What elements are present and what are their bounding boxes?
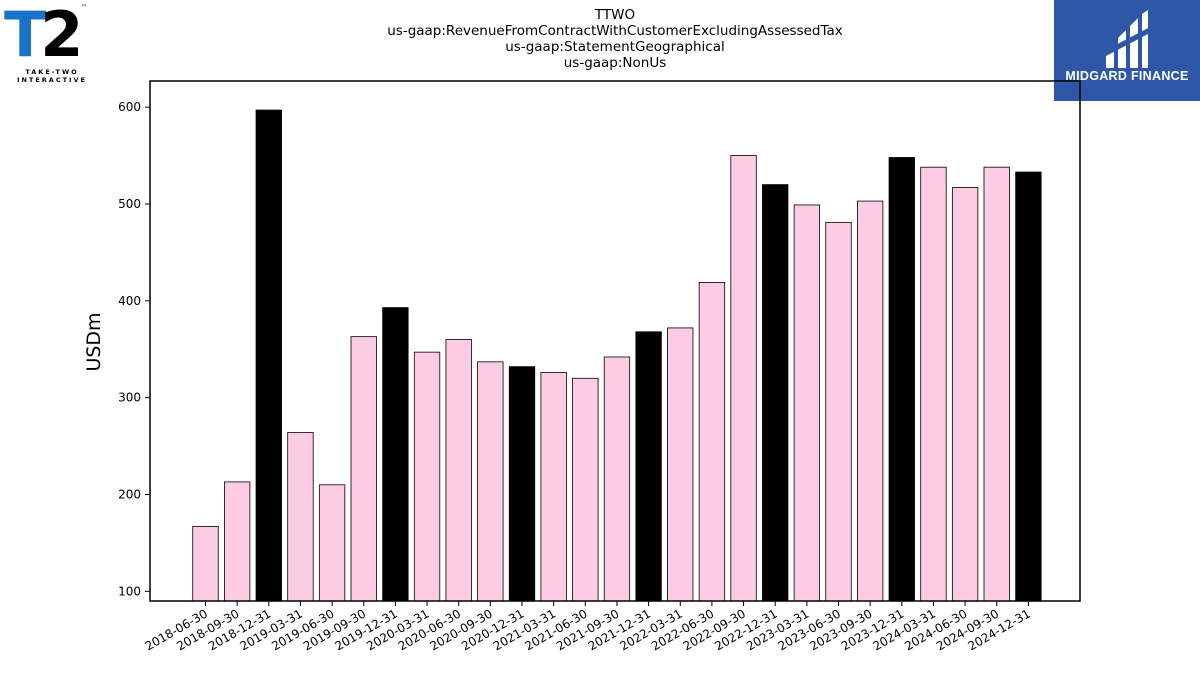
bar-2018-06-30 bbox=[192, 526, 219, 602]
bar-2021-12-31 bbox=[635, 331, 662, 602]
y-tick-label: 600 bbox=[118, 100, 141, 114]
bar-2024-12-31 bbox=[1015, 171, 1042, 602]
take-two-logo-text: TAKE-TWO INTERACTIVE bbox=[17, 68, 87, 84]
t2-logo-mark: T2 bbox=[4, 0, 83, 71]
y-ticks-group: 100 200 300 400 500 600 bbox=[118, 100, 150, 598]
plot-frame bbox=[149, 80, 1081, 602]
y-tick-label: 500 bbox=[118, 197, 141, 211]
bar-2024-03-31 bbox=[920, 166, 947, 602]
bar-2020-06-30 bbox=[445, 339, 472, 602]
chart-title: TTWO us-gaap:RevenueFromContractWithCust… bbox=[0, 7, 1200, 71]
y-tick-label: 100 bbox=[118, 584, 141, 598]
y-tick-label: 300 bbox=[118, 391, 141, 405]
bar-2024-06-30 bbox=[951, 187, 979, 602]
bar-2022-09-30 bbox=[730, 155, 757, 602]
bar-2021-06-30 bbox=[572, 377, 599, 602]
midgard-mark-icon bbox=[1106, 10, 1148, 68]
y-tick-label: 400 bbox=[118, 294, 141, 308]
x-ticks-group: 2018-06-302018-09-302018-12-312019-03-31… bbox=[143, 601, 1033, 653]
y-tick-label: 200 bbox=[118, 487, 141, 501]
bar-2019-12-31 bbox=[382, 307, 409, 602]
title-line-member: us-gaap:NonUs bbox=[563, 55, 667, 71]
bar-2019-03-31 bbox=[287, 432, 314, 602]
take-two-logo: T2 ™ TAKE-TWO INTERACTIVE bbox=[4, 0, 88, 85]
bar-2023-03-31 bbox=[793, 204, 820, 602]
bar-2024-09-30 bbox=[983, 166, 1010, 602]
bar-2020-12-31 bbox=[508, 366, 536, 602]
title-line-ticker: TTWO bbox=[594, 7, 636, 23]
trademark-symbol: ™ bbox=[81, 4, 87, 11]
bar-2022-03-31 bbox=[667, 327, 694, 602]
bar-2023-12-31 bbox=[888, 157, 915, 602]
bar-2018-09-30 bbox=[223, 481, 251, 602]
bar-2018-12-31 bbox=[255, 109, 282, 602]
bar-2019-09-30 bbox=[350, 336, 377, 602]
bar-2020-03-31 bbox=[413, 351, 441, 602]
bar-2019-06-30 bbox=[318, 484, 346, 602]
bar-2023-09-30 bbox=[857, 200, 884, 602]
title-line-axis: us-gaap:StatementGeographical bbox=[505, 39, 725, 55]
bar-2023-06-30 bbox=[825, 221, 852, 602]
bar-2022-06-30 bbox=[698, 282, 726, 602]
bar-2022-12-31 bbox=[762, 184, 789, 602]
midgard-finance-logo: MIDGARD FINANCE bbox=[1054, 0, 1200, 101]
bar-2021-09-30 bbox=[603, 356, 631, 602]
midgard-finance-text: MIDGARD FINANCE bbox=[1065, 69, 1189, 83]
bar-2020-09-30 bbox=[477, 361, 504, 602]
bars-group bbox=[192, 109, 1042, 602]
bar-2021-03-31 bbox=[540, 372, 567, 602]
title-line-concept: us-gaap:RevenueFromContractWithCustomerE… bbox=[387, 23, 843, 39]
